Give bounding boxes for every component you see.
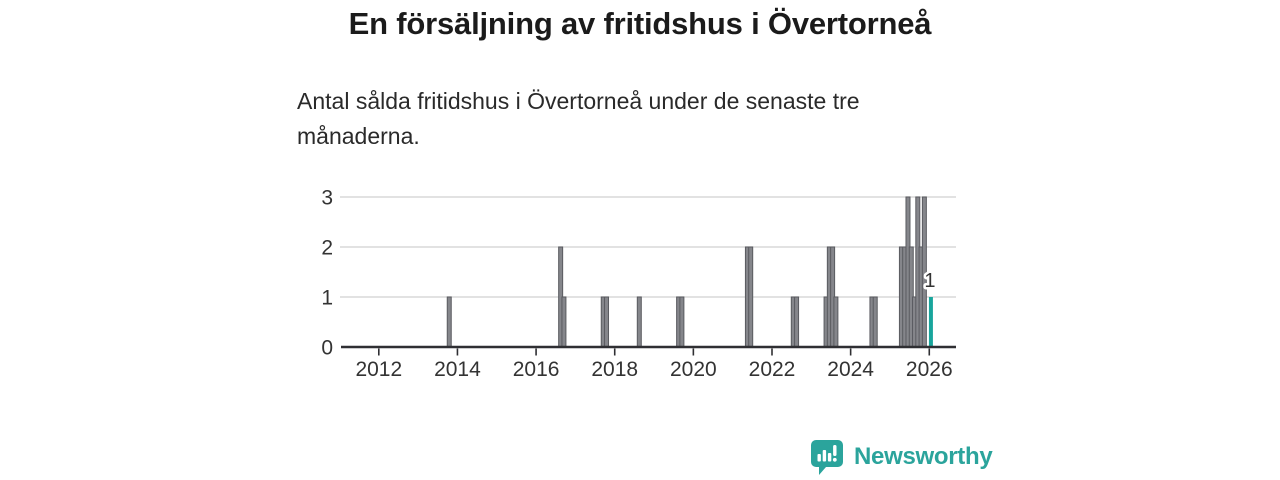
newsworthy-bar-chart-bubble-icon: [811, 440, 843, 475]
highlight-value-label: 1: [924, 270, 935, 292]
bar: [794, 296, 800, 348]
x-axis-tick-label: 2018: [591, 358, 638, 381]
chart-subtitle: Antal sålda fritidshus i Övertorneå unde…: [297, 88, 860, 149]
x-axis-tick-label: 2022: [749, 358, 796, 381]
x-axis-tick-label: 2024: [827, 358, 874, 381]
y-axis-tick-label: 3: [321, 187, 333, 210]
x-axis-tick-label: 2014: [434, 358, 481, 381]
bar: [679, 296, 685, 348]
x-axis-tick-label: 2026: [906, 358, 953, 381]
bar: [604, 296, 610, 348]
x-axis-tick-label: 2016: [513, 358, 560, 381]
bar: [833, 296, 839, 348]
newsworthy-logo: Newsworthy: [809, 438, 993, 476]
bar: [872, 296, 878, 348]
bar: [446, 296, 452, 348]
x-axis-tick-label: 2020: [670, 358, 717, 381]
x-axis-tick-label: 2012: [355, 358, 402, 381]
y-axis-tick-label: 1: [321, 287, 333, 310]
bar: [748, 246, 754, 348]
y-axis-tick-label: 2: [321, 237, 333, 260]
bar: [561, 296, 567, 348]
highlight-bar: [928, 297, 933, 347]
y-axis-tick-label: 0: [321, 337, 333, 360]
chart-title: En försäljning av fritidshus i Övertorne…: [348, 6, 932, 41]
bar: [636, 296, 642, 348]
brand-name: Newsworthy: [854, 443, 993, 470]
